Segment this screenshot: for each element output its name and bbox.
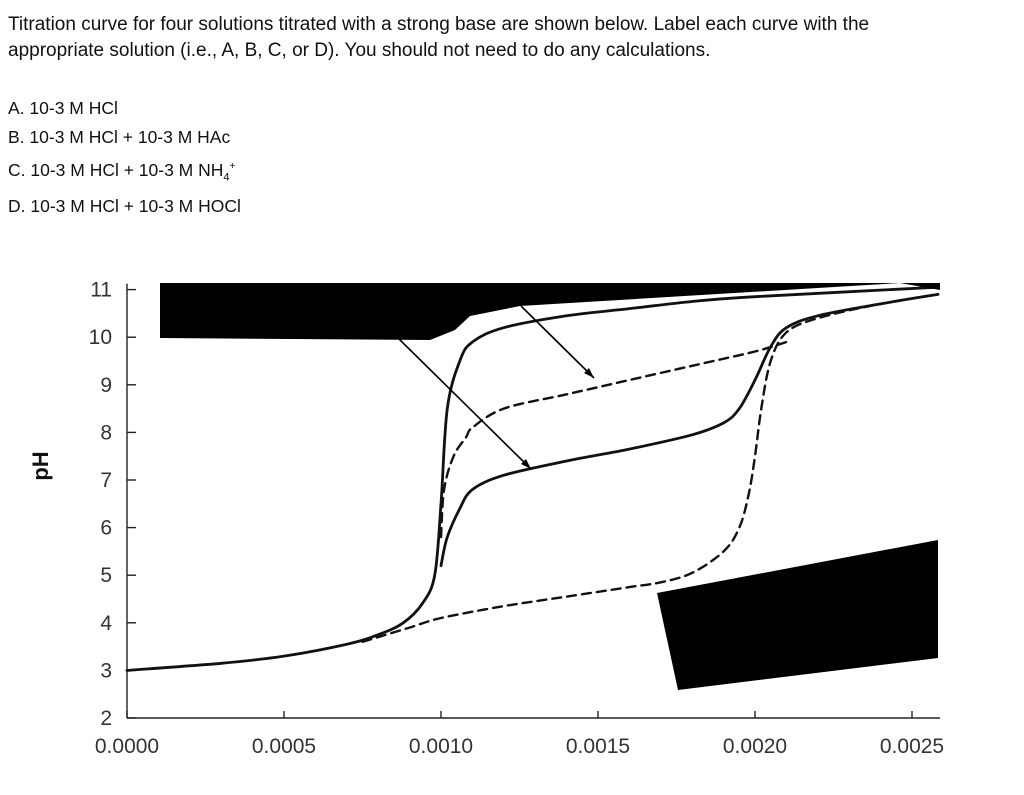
chart-overlays	[160, 283, 940, 690]
chart-axes: 2 3 4 5 6 7 8 9 10 11 0.0000 0.0005 0.0010 0.0015 0.00…	[28, 279, 944, 758]
y-tick-label: 7	[100, 469, 112, 492]
option-d-text: D. 10-3 M HCl + 10-3 M	[8, 196, 199, 217]
option-c-subscript: 4	[223, 171, 230, 184]
titration-curve-3	[361, 293, 940, 643]
answer-options: A. 10-3 M HCl B. 10-3 M HCl + 10-3 M HAc…	[8, 94, 241, 221]
titration-curve-2	[439, 293, 940, 568]
x-tick-label: 0.0005	[252, 735, 316, 758]
option-b: B. 10-3 M HCl + 10-3 M HAc	[8, 123, 241, 152]
pointer-arrow-right	[520, 305, 595, 379]
titration-curve-4	[439, 340, 788, 539]
question-text: Titration curve for four solutions titra…	[8, 12, 1008, 64]
redaction-block-bottom	[657, 540, 938, 690]
y-tick-label: 10	[89, 326, 112, 349]
redaction-block-top	[160, 283, 940, 340]
option-c: C. 10-3 M HCl + 10-3 M NH4+	[8, 152, 241, 192]
option-b-species: HAc	[197, 127, 231, 147]
option-d-species: HOCl	[198, 196, 241, 217]
y-axis-label: pH	[28, 451, 53, 480]
y-tick-label: 2	[100, 707, 112, 730]
pointer-arrowhead-right	[584, 368, 594, 378]
x-tick-label: 0.0015	[566, 735, 630, 758]
option-c-species: NH	[198, 159, 224, 180]
y-tick-label: 4	[100, 612, 112, 635]
y-tick-label: 11	[90, 279, 112, 302]
option-a: A. 10-3 M HCl	[8, 94, 241, 123]
x-tick-label: 0.0025	[880, 735, 944, 758]
option-c-superscript: +	[229, 161, 236, 172]
y-tick-label: 6	[100, 517, 112, 540]
option-a-text: A. 10-3 M HCl	[8, 98, 118, 118]
pointer-arrowhead-left	[521, 459, 531, 469]
x-tick-label: 0.0020	[723, 735, 787, 758]
pointer-arrow-left	[397, 337, 532, 470]
titration-curve-1	[125, 285, 940, 672]
option-c-text: C. 10-3 M HCl + 10-3 M	[8, 159, 199, 180]
y-tick-label: 9	[100, 374, 112, 397]
x-tick-label: 0.0010	[409, 735, 473, 758]
y-tick-label: 3	[100, 659, 112, 682]
y-tick-label: 8	[100, 421, 112, 444]
option-b-text: B. 10-3 M HCl + 10-3 M	[8, 127, 198, 147]
question-line-2: appropriate solution (i.e., A, B, C, or …	[8, 40, 711, 61]
y-tick-label: 5	[100, 564, 112, 587]
question-line-1: Titration curve for four solutions titra…	[8, 14, 870, 35]
option-d: D. 10-3 M HCl + 10-3 M HOCl	[8, 192, 241, 221]
chart-curves	[125, 285, 940, 672]
x-tick-label: 0.0000	[95, 735, 159, 758]
